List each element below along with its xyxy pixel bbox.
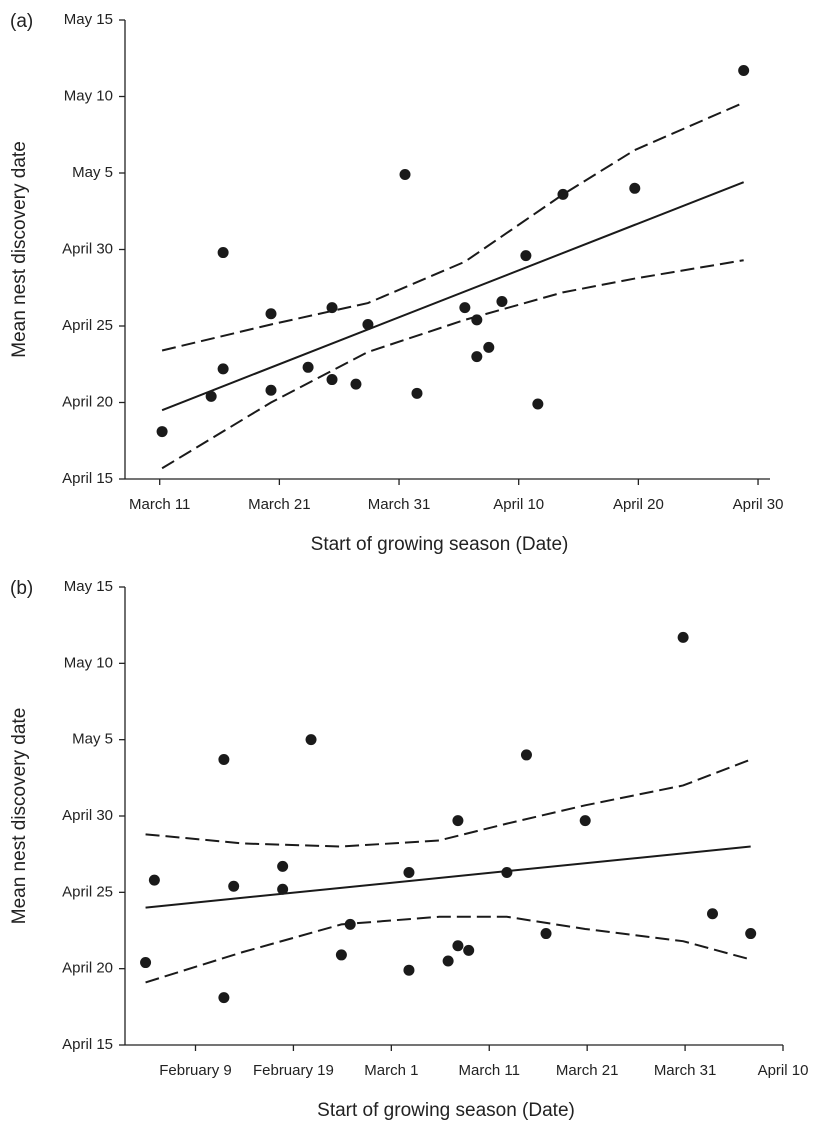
- data-point: [629, 182, 641, 194]
- confidence-band: [161, 101, 745, 352]
- data-point: [228, 880, 240, 892]
- y-tick-label: April 30: [62, 240, 113, 257]
- x-tick-label: April 20: [613, 496, 664, 513]
- data-point: [326, 374, 338, 386]
- x-axis-title: Start of growing season (Date): [317, 1100, 575, 1121]
- data-point: [745, 928, 757, 940]
- data-point: [218, 992, 230, 1004]
- y-tick-label: May 15: [64, 11, 113, 28]
- x-tick-label: April 10: [758, 1062, 809, 1079]
- data-point: [148, 874, 160, 886]
- data-point: [707, 908, 718, 920]
- y-tick-label: May 10: [64, 87, 113, 104]
- data-point: [540, 928, 552, 940]
- data-point: [218, 754, 230, 766]
- data-point: [265, 308, 277, 320]
- data-point: [483, 341, 495, 353]
- y-tick-label: April 30: [62, 807, 113, 824]
- x-tick-label: March 1: [364, 1062, 418, 1079]
- data-point: [520, 749, 532, 761]
- data-point: [277, 860, 289, 872]
- data-point: [399, 169, 411, 181]
- data-point: [217, 363, 229, 375]
- x-tick-label: March 21: [556, 1062, 619, 1079]
- panel-label: (a): [10, 11, 33, 32]
- x-tick-label: April 30: [733, 496, 784, 513]
- y-tick-label: April 25: [62, 883, 113, 900]
- confidence-band: [145, 758, 752, 848]
- x-tick-label: March 21: [248, 496, 311, 513]
- y-axis-title: Mean nest discovery date: [9, 141, 30, 358]
- y-axis-title: Mean nest discovery date: [9, 708, 30, 925]
- data-point: [217, 247, 229, 259]
- data-point: [350, 378, 362, 390]
- data-point: [532, 398, 544, 410]
- y-tick-label: April 20: [62, 393, 113, 410]
- data-point: [362, 318, 374, 330]
- x-tick-label: March 11: [459, 1062, 520, 1079]
- data-point: [156, 426, 168, 438]
- x-tick-label: February 19: [253, 1062, 334, 1079]
- data-point: [557, 188, 569, 200]
- x-tick-label: March 11: [129, 496, 190, 513]
- y-tick-label: May 15: [64, 578, 113, 595]
- data-point: [452, 940, 464, 952]
- data-point: [411, 387, 423, 399]
- data-point: [140, 957, 152, 969]
- confidence-band: [161, 259, 744, 470]
- data-point: [463, 944, 475, 956]
- data-point: [335, 949, 347, 961]
- y-tick-label: May 5: [72, 731, 113, 748]
- data-point: [305, 734, 317, 746]
- data-point: [459, 302, 471, 314]
- x-tick-label: March 31: [654, 1062, 717, 1079]
- data-point: [302, 361, 314, 373]
- data-point: [452, 815, 464, 827]
- confidence-band: [145, 915, 751, 984]
- x-tick-label: April 10: [493, 496, 544, 513]
- data-point: [326, 302, 338, 314]
- data-point: [501, 866, 513, 878]
- data-point: [205, 390, 217, 402]
- data-point: [344, 918, 356, 930]
- y-tick-label: April 15: [62, 470, 113, 487]
- data-point: [471, 314, 483, 326]
- x-tick-label: March 31: [368, 496, 431, 513]
- data-point: [579, 815, 591, 827]
- data-point: [265, 384, 277, 396]
- panel-label: (b): [10, 578, 33, 599]
- y-tick-label: May 5: [72, 164, 113, 181]
- data-point: [471, 351, 483, 363]
- data-point: [738, 64, 750, 76]
- data-point: [277, 883, 289, 895]
- data-point: [496, 296, 508, 308]
- y-tick-label: April 25: [62, 317, 113, 334]
- data-point: [403, 866, 415, 878]
- x-axis-title: Start of growing season (Date): [311, 534, 569, 555]
- y-tick-label: May 10: [64, 654, 113, 671]
- data-point: [677, 631, 689, 643]
- data-point: [403, 964, 415, 976]
- y-tick-label: April 15: [62, 1036, 113, 1053]
- fit-line: [145, 845, 751, 909]
- data-point: [442, 955, 454, 967]
- fit-line: [161, 181, 745, 412]
- x-tick-label: February 9: [159, 1062, 232, 1079]
- y-tick-label: April 20: [62, 960, 113, 977]
- data-point: [520, 250, 532, 262]
